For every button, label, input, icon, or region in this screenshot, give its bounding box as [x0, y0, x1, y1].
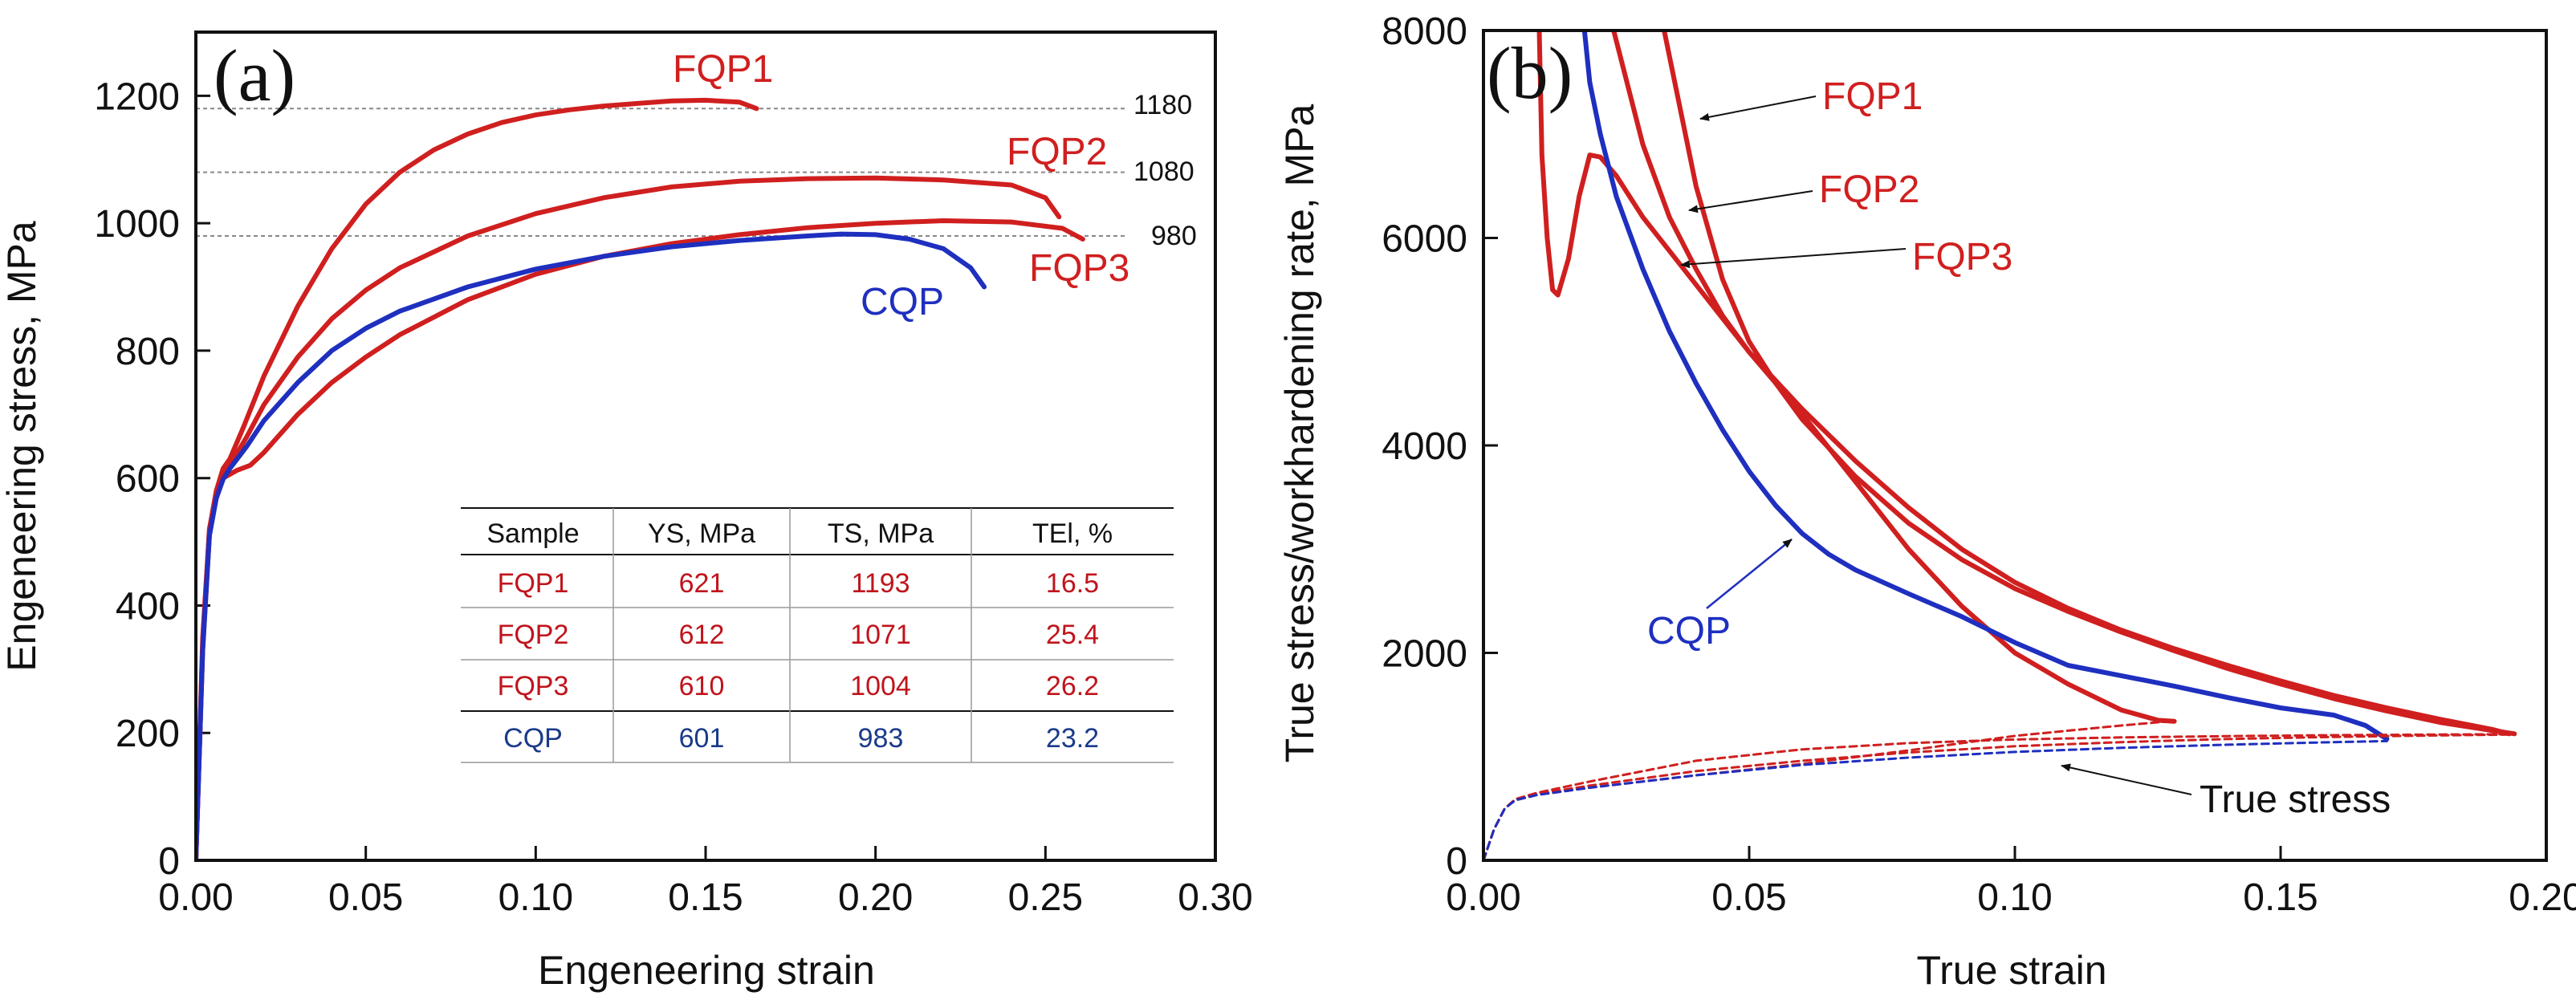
panel-b-y-axis-title: True stress/workhardening rate, MPa — [1277, 104, 1322, 762]
panel-a-guide-label-1180: 1180 — [1133, 90, 1192, 120]
table-cell: 1193 — [851, 568, 910, 599]
table-cell: FQP1 — [498, 568, 569, 599]
annotation-arrow-true-stress — [2061, 763, 2192, 795]
panel-a-series — [196, 97, 1085, 860]
panel-a-guide-lines — [196, 108, 1127, 238]
panel-b-series-line-fqp1 — [1662, 30, 2517, 737]
panel-b-series-line-cqp — [1581, 30, 2390, 742]
panel-a-plot-frame — [194, 30, 1217, 862]
panel-b-series-line-fqp3 — [1536, 30, 2177, 724]
annotation-arrow-fqp3 — [1680, 248, 1907, 269]
panel-a-series-label-fqp3: FQP3 — [1029, 247, 1129, 290]
table-cell: 601 — [679, 723, 725, 754]
panel-a-y-tick-label: 600 — [116, 458, 180, 501]
table-header-sample: Sample — [486, 518, 579, 549]
panel-b-series-label-fqp3: FQP3 — [1912, 236, 2012, 278]
annotation-arrow-fqp1 — [1699, 96, 1817, 121]
panel-a-x-tick-label: 0.15 — [668, 876, 743, 919]
annotation-arrow-fqp2 — [1688, 190, 1813, 213]
panel-b-y-tick-label: 4000 — [1382, 425, 1467, 468]
panel-a-y-tick-label: 800 — [116, 331, 180, 373]
table-cell: 26.2 — [1046, 671, 1099, 701]
panel-b-workhardening-chart: 0.00 0.05 0.10 0.15 0.20 0 2000 4000 6000 8000 (b… — [1277, 10, 2576, 993]
panel-a-axis-ticks: 0.00 0.05 0.10 0.15 0.20 0.25 0.30 0 200 400 600 80… — [94, 75, 1252, 919]
panel-a-series-label-fqp1: FQP1 — [673, 48, 773, 91]
panel-b-x-tick-label: 0.00 — [1446, 876, 1520, 919]
panel-a-y-tick-label: 1200 — [94, 75, 180, 118]
table-cell: 1004 — [850, 671, 911, 701]
panel-b-y-tick-label: 2000 — [1382, 633, 1467, 676]
panel-a-y-axis-title: Engeneering stress, MPa — [0, 221, 44, 672]
panel-b-y-tick-label: 6000 — [1382, 218, 1467, 261]
table-cell: 23.2 — [1046, 723, 1099, 754]
panel-b-axis-ticks: 0.00 0.05 0.10 0.15 0.20 0 2000 4000 6000 8000 — [1382, 10, 2576, 919]
panel-b-series-line-cqp-true-stress — [1483, 739, 2388, 860]
panel-b-series-label-cqp: CQP — [1647, 610, 1731, 652]
table-cell: 16.5 — [1046, 568, 1099, 599]
panel-a-guide-label-1080: 1080 — [1133, 157, 1194, 187]
panel-b-series-line-fqp3-true-stress — [1483, 719, 2176, 860]
table-cell: CQP — [503, 723, 563, 754]
table-header-ts: TS, MPa — [828, 518, 934, 549]
table-header-ys: YS, MPa — [648, 518, 755, 549]
panel-b-series-label-true-stress: True stress — [2200, 778, 2391, 821]
panel-b-plot-frame — [1482, 29, 2548, 862]
panel-b-series-label-fqp2: FQP2 — [1819, 169, 1919, 211]
table-cell: 612 — [679, 620, 725, 650]
panel-a-series-label-cqp: CQP — [861, 281, 944, 323]
panel-b-x-tick-label: 0.20 — [2509, 876, 2576, 919]
panel-b-series — [1483, 30, 2517, 860]
panel-b-label: (b) — [1487, 32, 1573, 114]
table-cell: 610 — [679, 671, 725, 701]
panel-a-x-tick-label: 0.10 — [499, 876, 573, 919]
panel-a-y-tick-label: 0 — [158, 840, 180, 883]
annotation-arrow-cqp — [1706, 539, 1793, 609]
panel-a-series-line-cqp — [196, 231, 987, 860]
table-cell: 983 — [858, 723, 904, 754]
panel-a-x-tick-label: 0.20 — [838, 876, 913, 919]
panel-a-y-tick-label: 200 — [116, 713, 180, 755]
panel-b-y-tick-label: 0 — [1446, 840, 1467, 883]
panel-b-x-tick-label: 0.05 — [1711, 876, 1786, 919]
table-cell: 621 — [679, 568, 725, 599]
properties-table: Sample YS, MPa TS, MPa TEl, % FQP1 621 1… — [461, 507, 1174, 763]
panel-b-y-tick-label: 8000 — [1382, 10, 1467, 53]
table-cell: FQP2 — [498, 620, 569, 650]
panel-a-label: (a) — [214, 35, 295, 116]
panel-a-x-tick-label: 0.05 — [328, 876, 403, 919]
table-cell: 1071 — [850, 620, 911, 650]
table-cell: 25.4 — [1046, 620, 1099, 650]
table-header-tel: TEl, % — [1032, 518, 1113, 549]
panel-b-series-line-fqp2 — [1611, 30, 2512, 737]
panel-a-x-tick-label: 0.00 — [158, 876, 233, 919]
panel-b-x-tick-label: 0.15 — [2243, 876, 2318, 919]
panel-b-x-axis-title: True strain — [1916, 948, 2106, 993]
panel-a-series-line-fqp1 — [196, 97, 759, 860]
panel-b-series-label-fqp1: FQP1 — [1822, 75, 1923, 118]
panel-a-x-tick-label: 0.25 — [1008, 876, 1083, 919]
panel-a-y-tick-label: 1000 — [94, 203, 180, 246]
panel-a-series-line-fqp3 — [196, 218, 1085, 860]
panel-a-guide-label-980: 980 — [1151, 221, 1197, 251]
panel-b-x-tick-label: 0.10 — [1977, 876, 2052, 919]
panel-a-series-label-fqp2: FQP2 — [1007, 131, 1107, 173]
panel-a-stress-strain-chart: 0.00 0.05 0.10 0.15 0.20 0.25 0.30 0 200 400 600 80… — [0, 30, 1253, 993]
table-cell: FQP3 — [498, 671, 569, 701]
panel-a-x-tick-label: 0.30 — [1178, 876, 1252, 919]
panel-a-y-tick-label: 400 — [116, 585, 180, 628]
panel-a-x-axis-title: Engeneering strain — [538, 948, 875, 993]
